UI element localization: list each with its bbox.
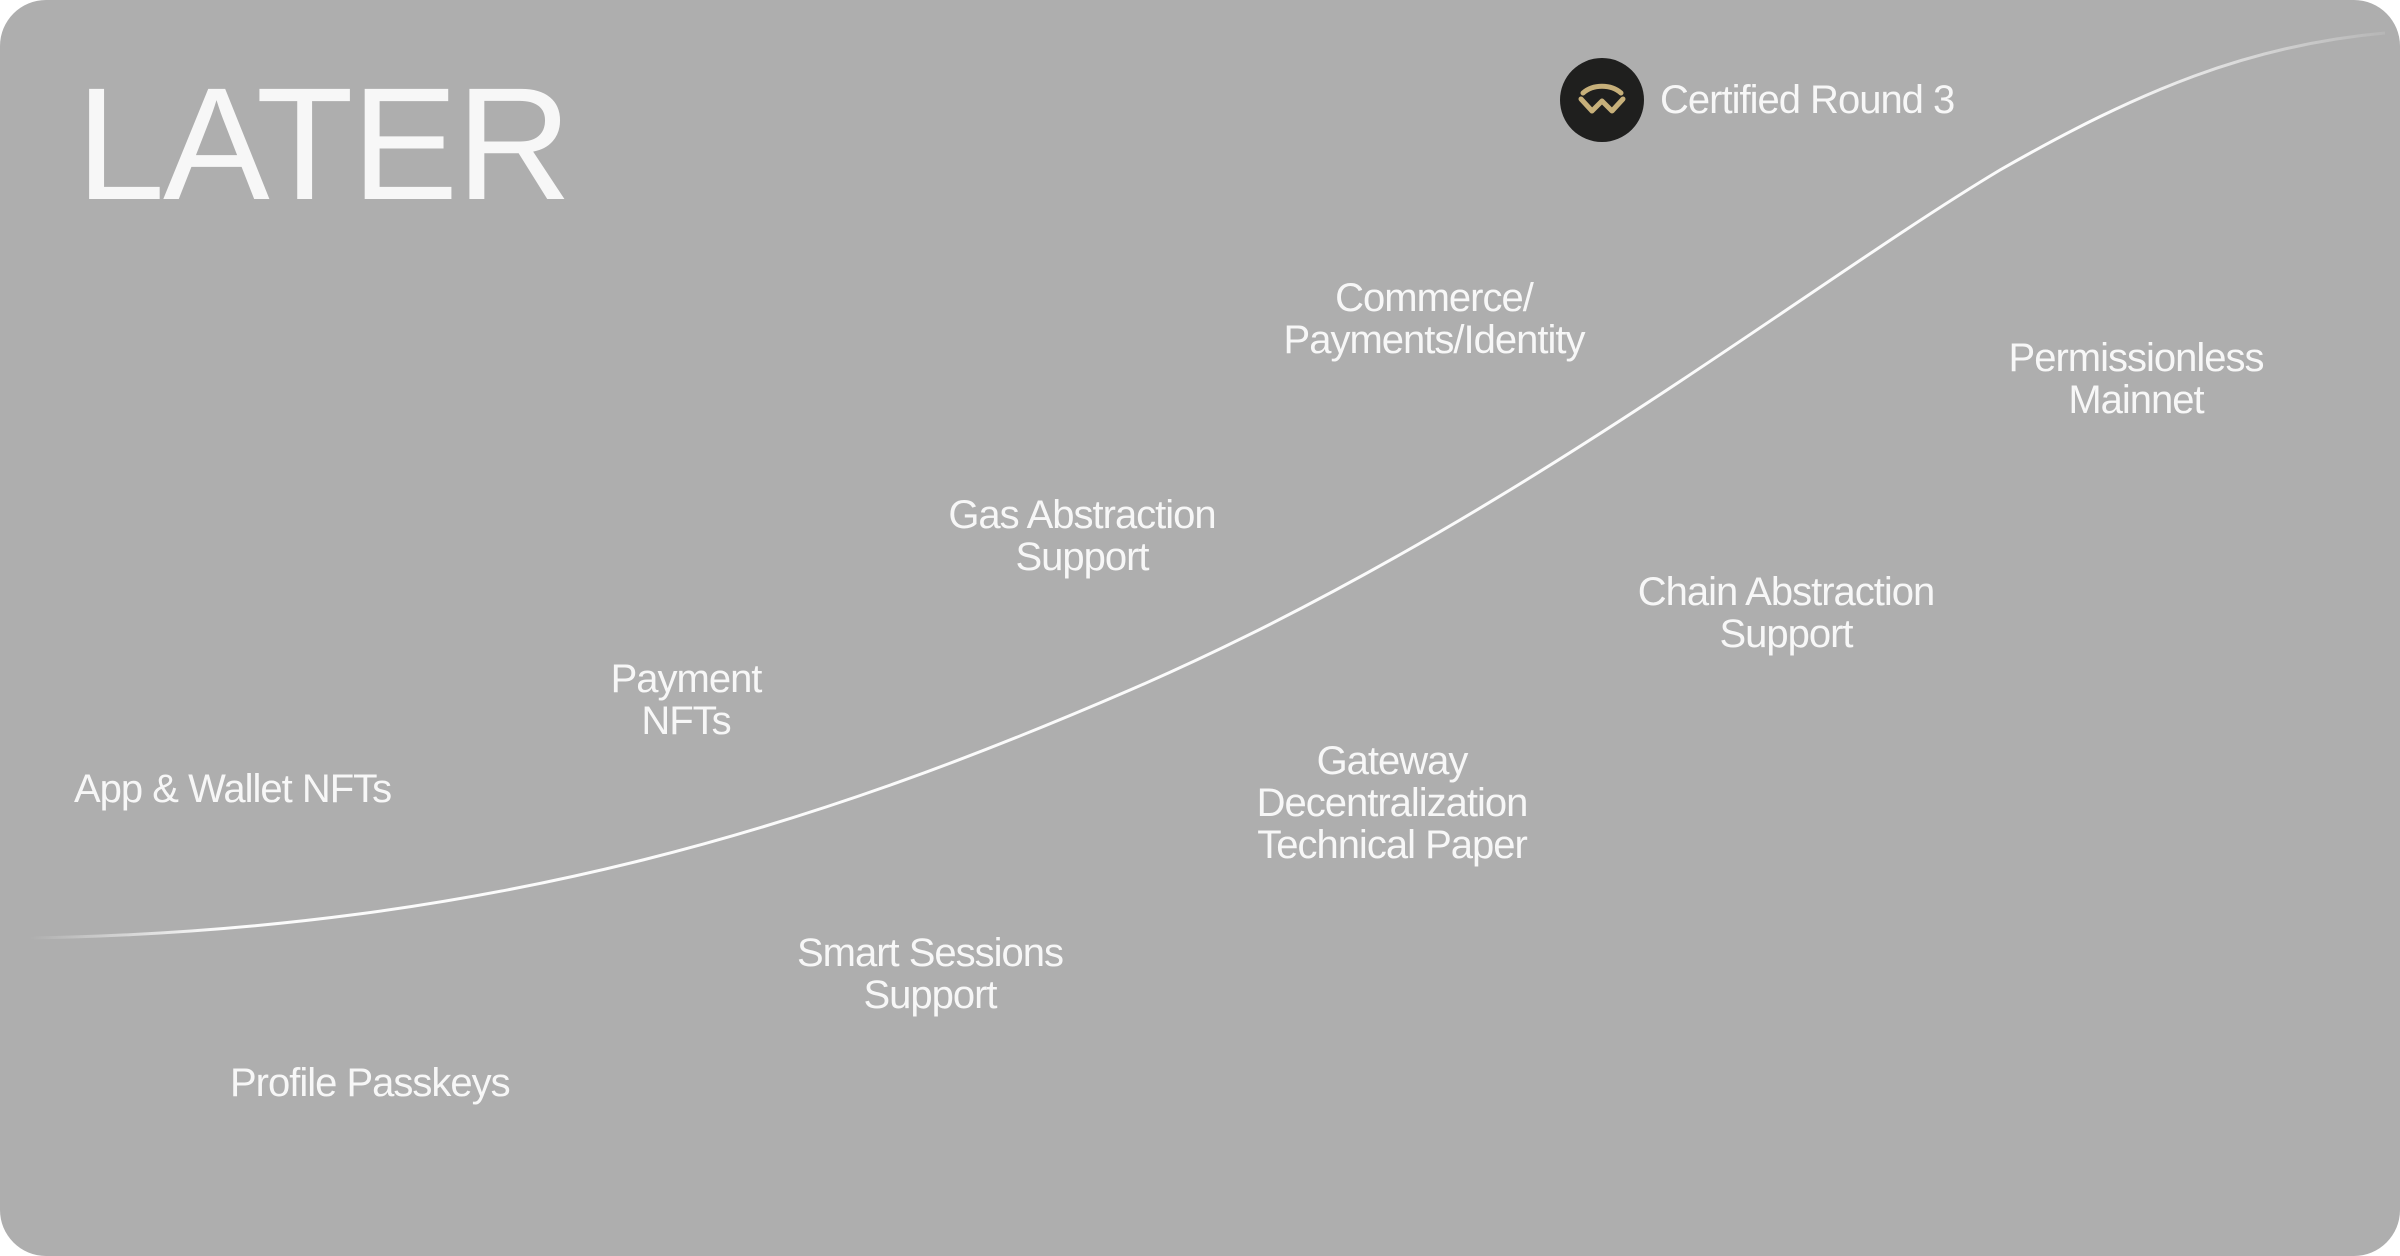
milestone-line: Payment bbox=[610, 657, 763, 701]
milestone-line: Chain Abstraction bbox=[1637, 570, 1936, 614]
milestone-line: Support bbox=[1015, 535, 1149, 579]
certified-round-label: Certified Round 3 bbox=[1660, 77, 1955, 122]
milestone-line: Support bbox=[863, 973, 997, 1017]
milestone-line: Smart Sessions bbox=[796, 931, 1064, 975]
milestone-line: Commerce/ bbox=[1335, 276, 1534, 320]
milestone-line: Gas Abstraction bbox=[948, 493, 1216, 537]
milestone-gateway-decentralization: Gateway Decentralization Technical Paper bbox=[1256, 739, 1529, 867]
milestone-smart-sessions-support: Smart Sessions Support bbox=[796, 931, 1064, 1017]
milestone-gas-abstraction-support: Gas Abstraction Support bbox=[948, 493, 1216, 579]
milestone-app-wallet-nfts: App & Wallet NFTs bbox=[74, 767, 392, 811]
milestone-profile-passkeys: Profile Passkeys bbox=[230, 1061, 511, 1105]
growth-curve-line bbox=[29, 31, 2386, 940]
walletconnect-logo-icon bbox=[1560, 58, 1644, 142]
milestone-payment-nfts: Payment NFTs bbox=[610, 657, 763, 743]
page-title: LATER bbox=[76, 54, 572, 233]
milestone-chain-abstraction-support: Chain Abstraction Support bbox=[1637, 570, 1936, 656]
milestone-line: Profile Passkeys bbox=[230, 1061, 511, 1105]
milestone-line: Permissionless bbox=[2008, 336, 2265, 380]
milestone-line: Mainnet bbox=[2068, 378, 2204, 422]
milestone-line: Support bbox=[1719, 612, 1853, 656]
milestone-line: Payments/Identity bbox=[1283, 318, 1586, 362]
milestone-line: Decentralization bbox=[1256, 781, 1529, 825]
milestone-line: Gateway bbox=[1316, 739, 1469, 783]
milestone-line: NFTs bbox=[641, 699, 731, 743]
certified-badge: Certified Round 3 bbox=[1560, 58, 1955, 142]
milestone-line: App & Wallet NFTs bbox=[74, 767, 392, 811]
milestone-commerce-payments-identity: Commerce/ Payments/Identity bbox=[1283, 276, 1586, 362]
milestone-permissionless-mainnet: Permissionless Mainnet bbox=[2008, 336, 2265, 422]
milestone-line: Technical Paper bbox=[1257, 823, 1528, 867]
